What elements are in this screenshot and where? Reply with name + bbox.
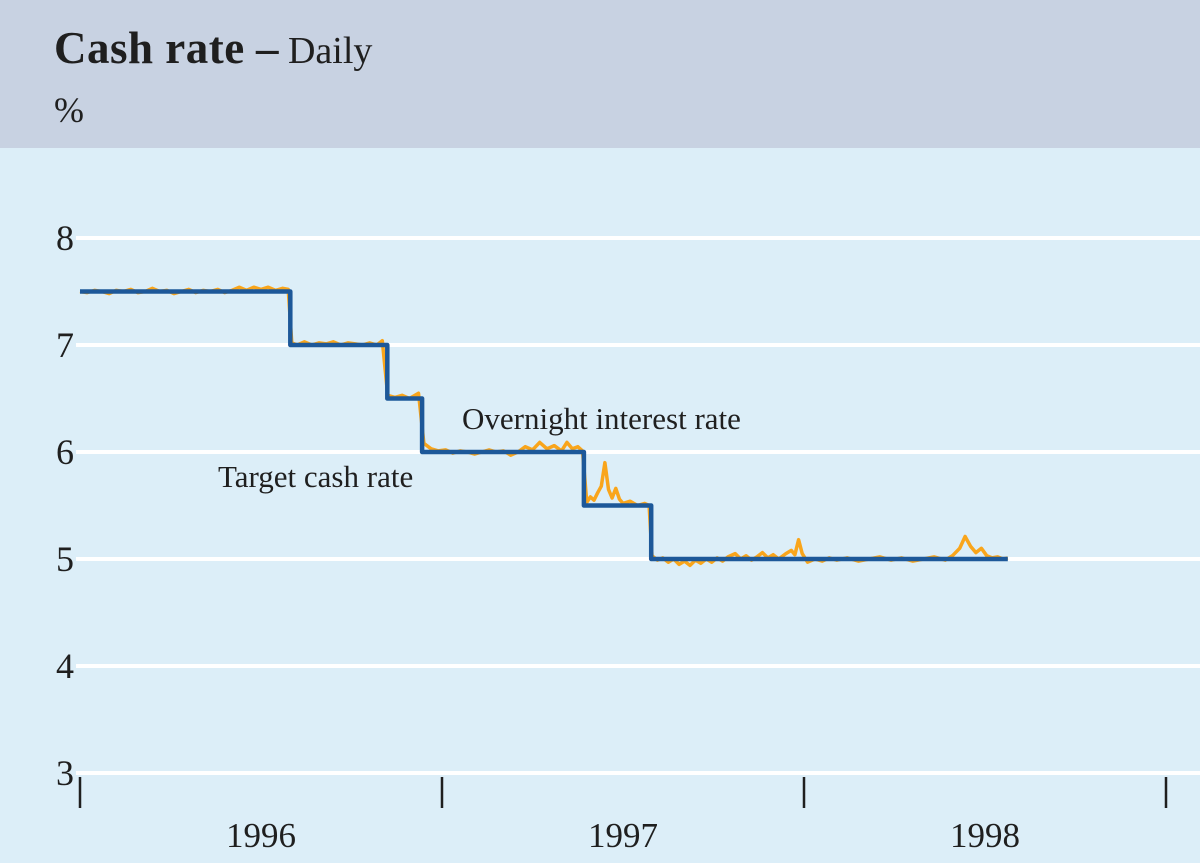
x-axis-label-1996: 1996 [226,816,296,855]
y-axis-unit-label: % [54,90,84,130]
y-axis-label-4: 4 [56,646,74,686]
chart-title-dash: – [255,23,279,73]
target-cash-rate-annotation: Target cash rate [218,459,414,494]
y-axis-label-8: 8 [56,218,74,258]
y-axis-label-3: 3 [56,753,74,793]
y-axis-label-7: 7 [56,325,74,365]
chart-subtitle: Daily [287,30,373,72]
x-axis-label-1998: 1998 [950,816,1020,855]
chart-title: Cash rate – Daily [54,26,372,71]
target-cash-rate-line [80,289,1008,562]
y-axis-label-5: 5 [56,539,74,579]
chart-title-main: Cash rate [54,23,245,73]
overnight-interest-rate-annotation: Overnight interest rate [462,401,741,436]
x-axis-label-1997: 1997 [588,816,658,855]
y-axis-label-6: 6 [56,432,74,472]
chart-header-band: Cash rate – Daily % [0,0,1200,148]
